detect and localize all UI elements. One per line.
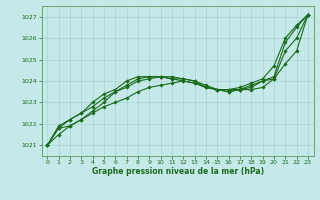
X-axis label: Graphe pression niveau de la mer (hPa): Graphe pression niveau de la mer (hPa) bbox=[92, 167, 264, 176]
